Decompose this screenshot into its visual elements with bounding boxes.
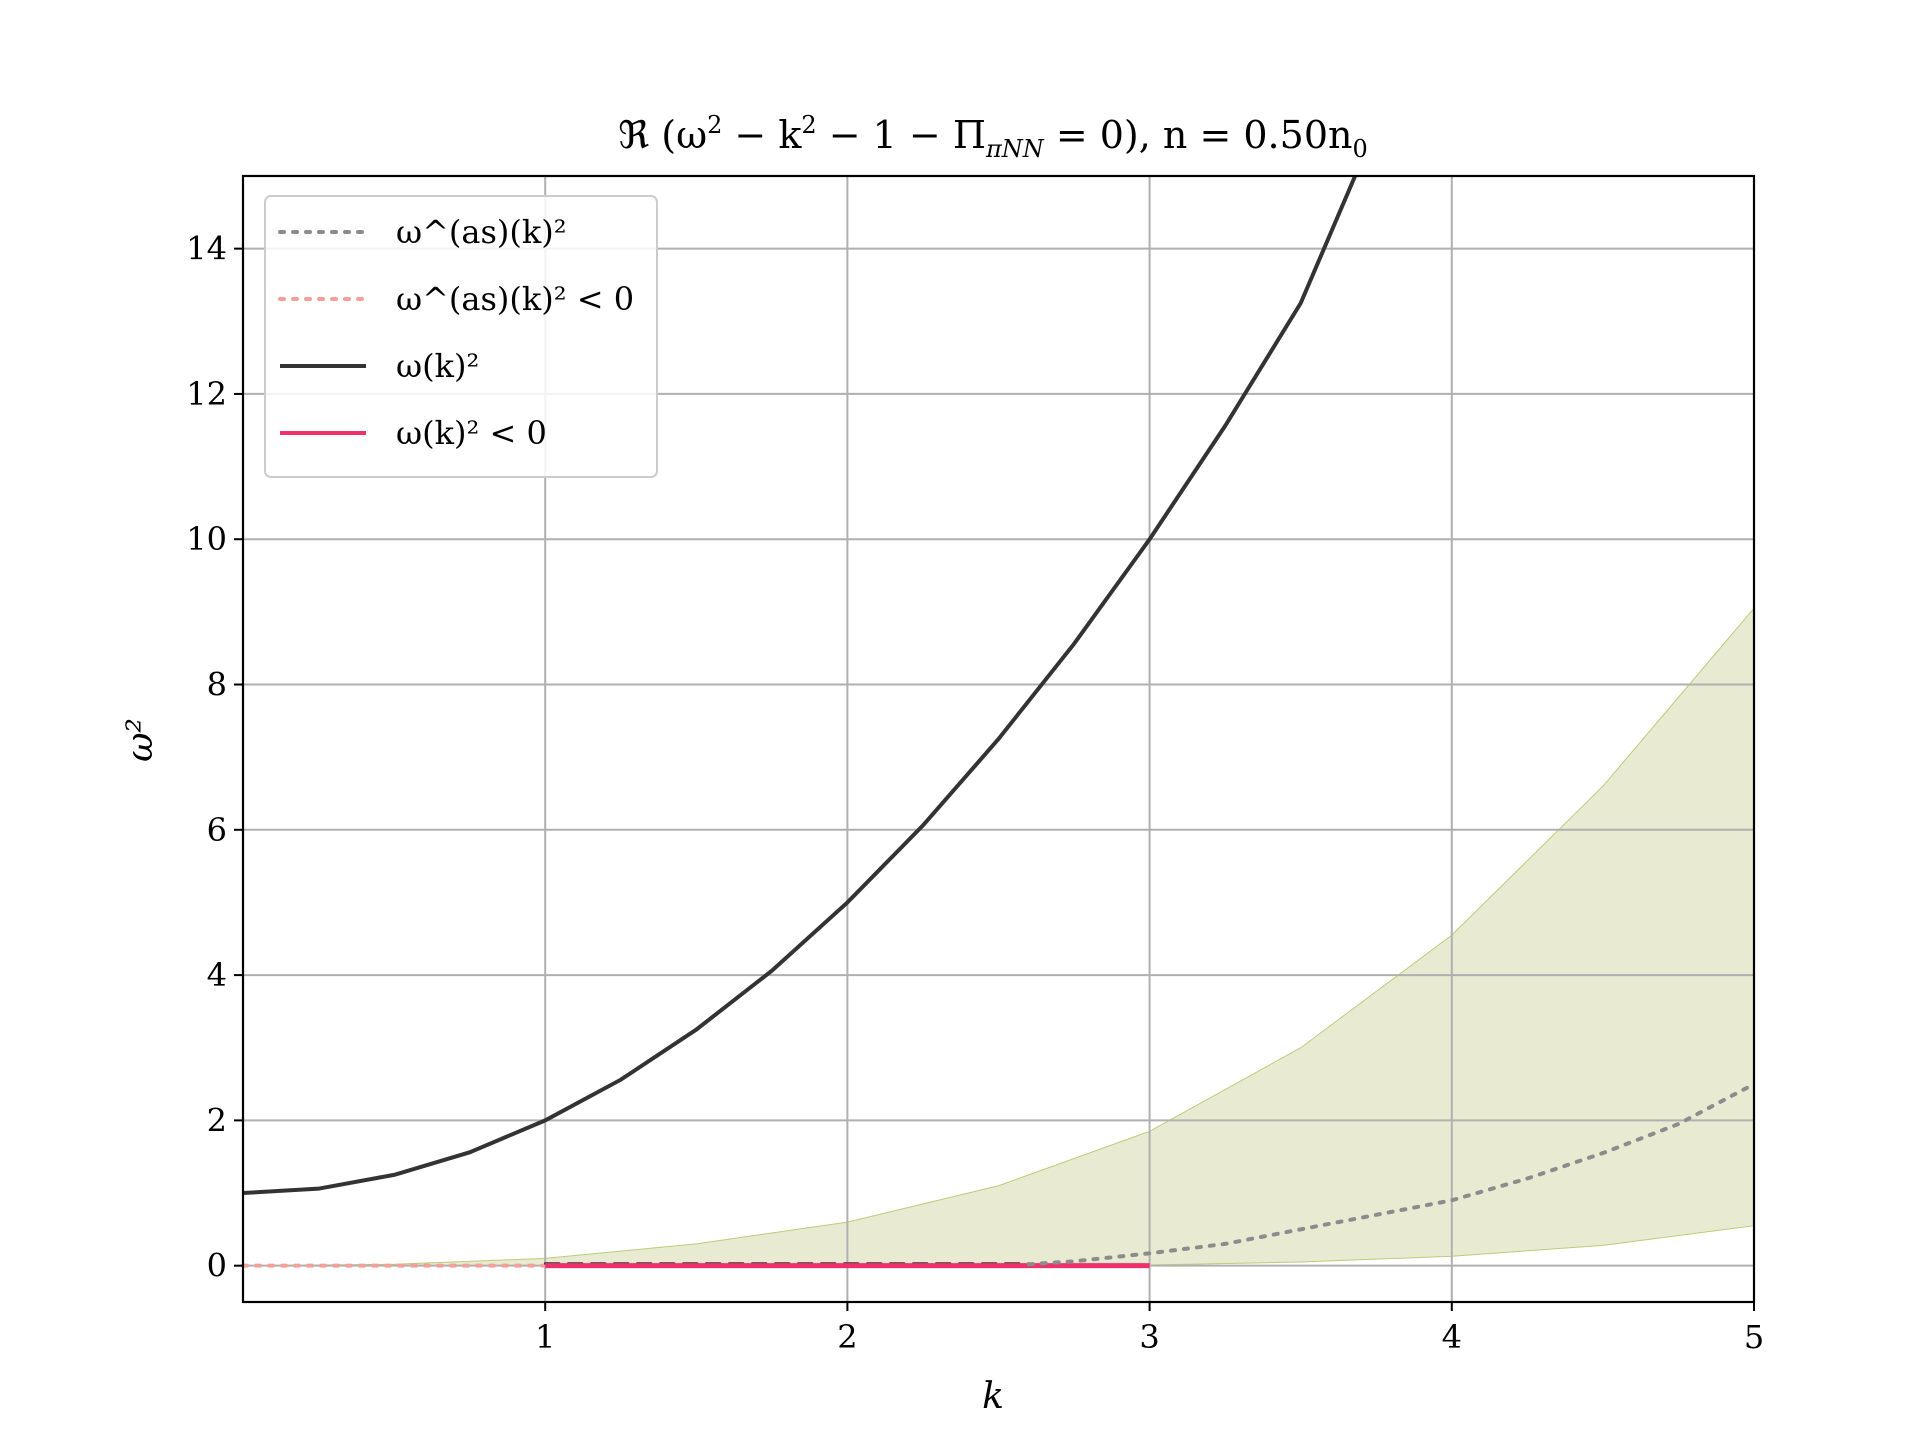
legend-label: ω^(as)(k)² < 0 bbox=[396, 280, 634, 318]
x-tick-label: 1 bbox=[535, 1318, 555, 1356]
legend-label: ω^(as)(k)² bbox=[396, 213, 567, 251]
legend-label: ω(k)² bbox=[396, 347, 479, 385]
chart-title: ℜ (ω2 − k2 − 1 − ΠπNN = 0), n = 0.50n0 bbox=[618, 111, 1368, 163]
y-tick-label: 2 bbox=[207, 1101, 227, 1139]
legend-label: ω(k)² < 0 bbox=[396, 414, 547, 452]
y-tick-label: 8 bbox=[207, 666, 227, 704]
y-tick-label: 0 bbox=[207, 1247, 227, 1285]
x-tick-label: 3 bbox=[1139, 1318, 1159, 1356]
legend: ω^(as)(k)² ω^(as)(k)² < 0 ω(k)² ω(k)² < 0 bbox=[264, 195, 658, 478]
plot-frame bbox=[241, 174, 1756, 1304]
band-layer bbox=[242, 606, 1755, 1267]
legend-box bbox=[264, 195, 658, 478]
y-tick-label: 4 bbox=[207, 956, 227, 994]
y-tick-label: 14 bbox=[186, 230, 227, 268]
shaded-band bbox=[242, 606, 1755, 1267]
y-tick-label: 10 bbox=[186, 520, 227, 558]
x-tick-label: 5 bbox=[1744, 1318, 1764, 1356]
x-tick-label: 2 bbox=[837, 1318, 857, 1356]
omega-squared-line bbox=[242, 175, 1357, 1196]
y-axis-label: ω² bbox=[120, 718, 161, 762]
series-layer bbox=[241, 175, 1756, 1269]
y-tick-label: 12 bbox=[186, 375, 227, 413]
asymptotic-line bbox=[1026, 1082, 1756, 1267]
x-tick-label: 4 bbox=[1442, 1318, 1462, 1356]
x-axis-label: k bbox=[982, 1376, 1004, 1417]
y-tick-label: 6 bbox=[207, 811, 227, 849]
